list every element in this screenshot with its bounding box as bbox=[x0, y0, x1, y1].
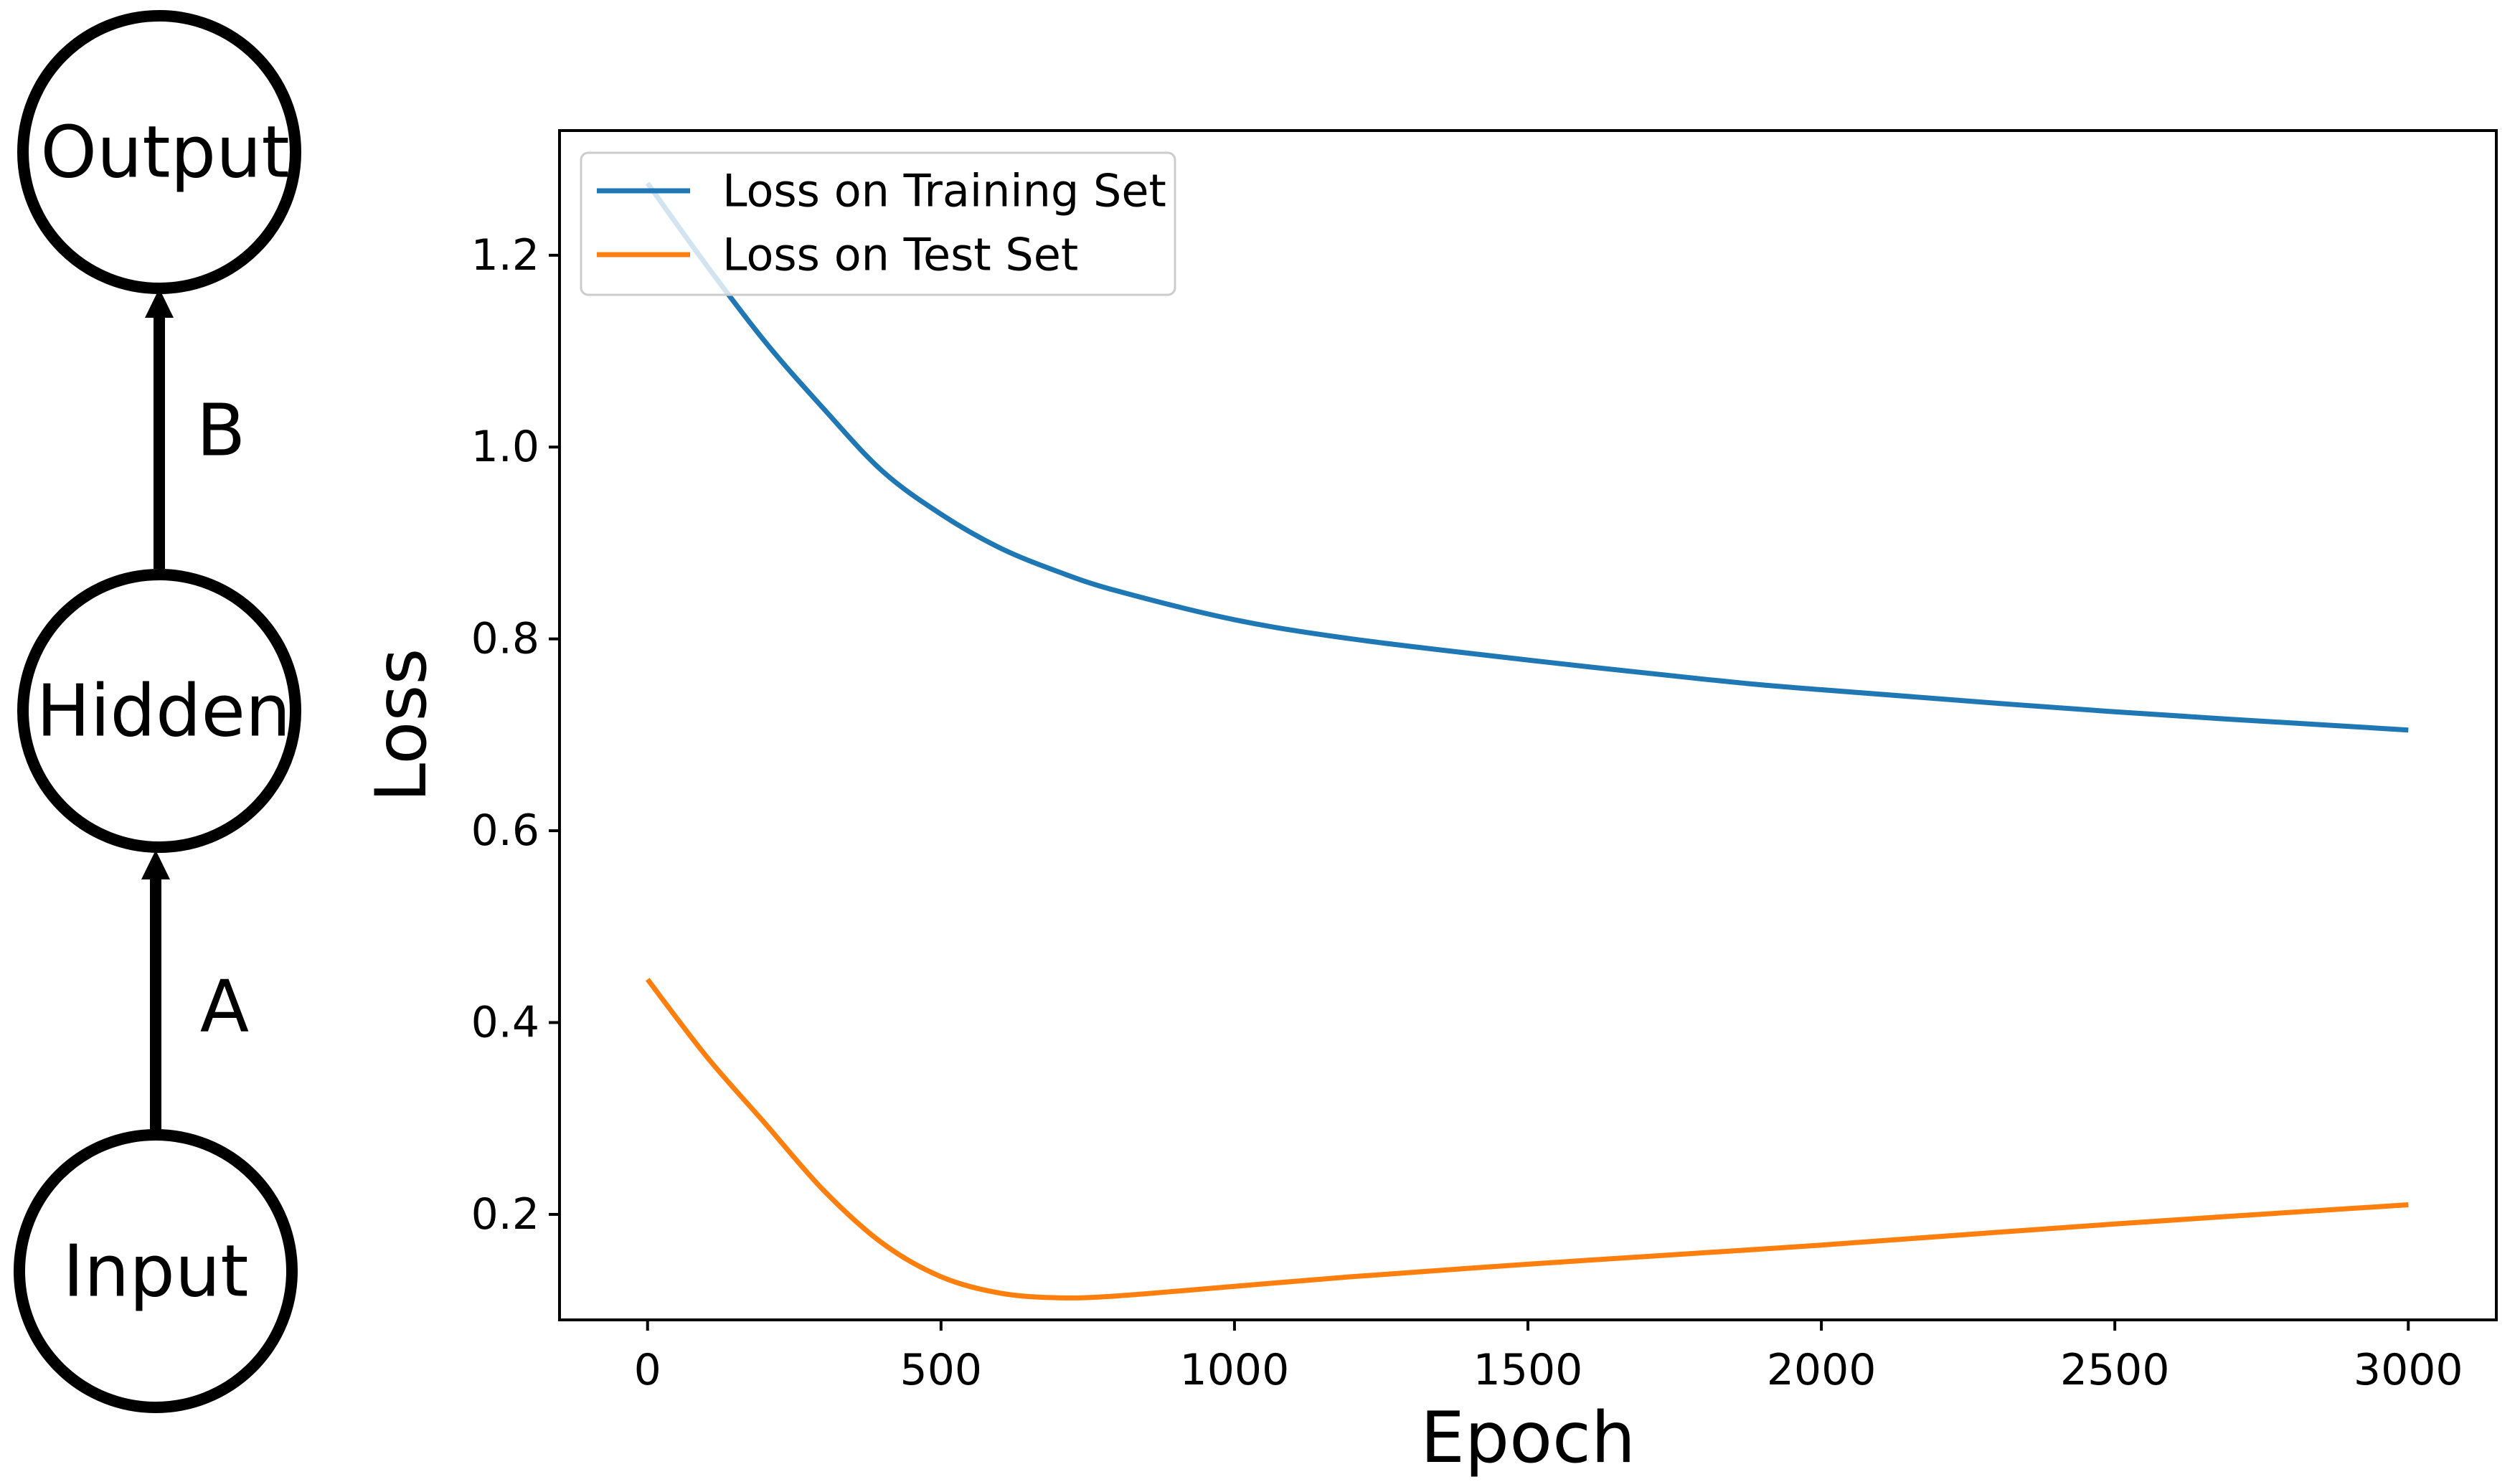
x-tick-label: 2000 bbox=[1767, 1345, 1877, 1395]
x-tick-label: 2500 bbox=[2060, 1345, 2170, 1395]
y-axis-label: Loss bbox=[361, 648, 443, 803]
x-tick-label: 1500 bbox=[1473, 1345, 1583, 1395]
arrowhead-output bbox=[145, 288, 174, 318]
y-tick-label: 0.4 bbox=[471, 998, 539, 1048]
y-tick-label: 0.8 bbox=[471, 614, 539, 664]
hidden-node-label: Hidden bbox=[37, 669, 291, 753]
input-node-label: Input bbox=[63, 1230, 249, 1313]
arrowhead-hidden bbox=[141, 850, 170, 879]
output-node-label: Output bbox=[40, 110, 289, 194]
network-diagram: Output Hidden Input B A bbox=[14, 10, 301, 1413]
x-axis-label: Epoch bbox=[1420, 1397, 1636, 1479]
legend-label-training: Loss on Training Set bbox=[722, 165, 1166, 217]
output-node bbox=[17, 10, 301, 294]
y-tick-label: 0.6 bbox=[471, 806, 539, 856]
loss-chart: 0 500 1000 1500 2000 2500 3000 0.2 0.4 0.6 0.8 1.0… bbox=[361, 129, 2498, 1479]
legend: Loss on Training Set Loss on Test Set bbox=[580, 151, 1176, 296]
hidden-node bbox=[17, 569, 301, 853]
input-node bbox=[14, 1129, 298, 1413]
x-tick-label: 1000 bbox=[1180, 1345, 1290, 1395]
y-axis-ticks: 0.2 0.4 0.6 0.8 1.0 1.2 bbox=[471, 230, 560, 1240]
plot-frame bbox=[558, 129, 2498, 1321]
legend-box bbox=[580, 151, 1176, 296]
edge-label-b: B bbox=[197, 389, 246, 473]
y-tick-label: 0.2 bbox=[471, 1189, 539, 1240]
legend-label-test: Loss on Test Set bbox=[722, 229, 1078, 281]
y-tick-label: 1.0 bbox=[471, 422, 539, 472]
y-tick-label: 1.2 bbox=[471, 230, 539, 280]
series-line-1 bbox=[645, 978, 2409, 1301]
x-tick-label: 500 bbox=[900, 1345, 983, 1395]
edge-label-a: A bbox=[200, 965, 249, 1049]
x-axis-ticks: 0 500 1000 1500 2000 2500 3000 bbox=[634, 1320, 2463, 1395]
x-tick-label: 3000 bbox=[2354, 1345, 2463, 1395]
x-tick-label: 0 bbox=[634, 1345, 661, 1395]
series-layer bbox=[645, 181, 2409, 1301]
series-line-0 bbox=[645, 181, 2409, 733]
